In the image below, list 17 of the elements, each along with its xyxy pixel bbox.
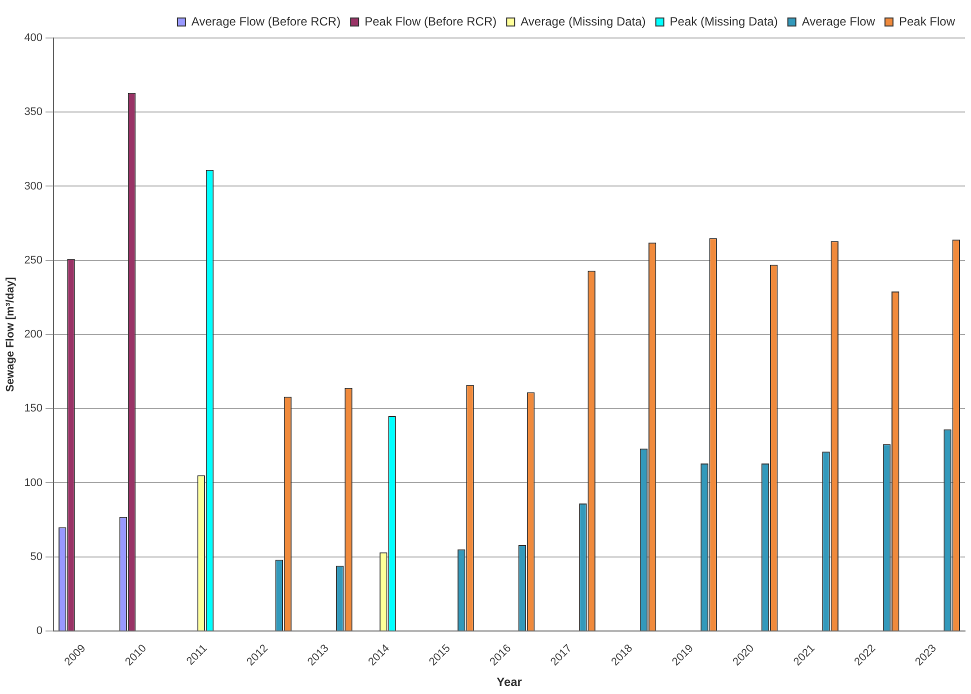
legend-label: Peak Flow (Before RCR) xyxy=(364,14,497,28)
y-tick-label: 250 xyxy=(24,254,43,266)
y-axis-title: Sewage Flow [m³/day] xyxy=(4,276,17,392)
legend-label: Average Flow (Before RCR) xyxy=(191,14,341,28)
legend-label: Peak Flow xyxy=(898,14,956,28)
x-axis-title: Year xyxy=(496,675,522,690)
legend-label: Peak (Missing Data) xyxy=(670,14,778,28)
y-tick-label: 150 xyxy=(24,402,43,415)
legend-label: Average Flow xyxy=(802,14,876,28)
legend-label: Average (Missing Data) xyxy=(520,14,646,28)
y-tick-label: 100 xyxy=(24,476,43,489)
y-tick-label: 400 xyxy=(24,32,43,44)
y-tick-label: 200 xyxy=(24,328,43,341)
y-tick-label: 50 xyxy=(30,550,43,563)
y-tick-label: 0 xyxy=(36,624,43,637)
y-tick-label: 350 xyxy=(24,106,43,118)
y-tick-label: 300 xyxy=(24,180,43,192)
